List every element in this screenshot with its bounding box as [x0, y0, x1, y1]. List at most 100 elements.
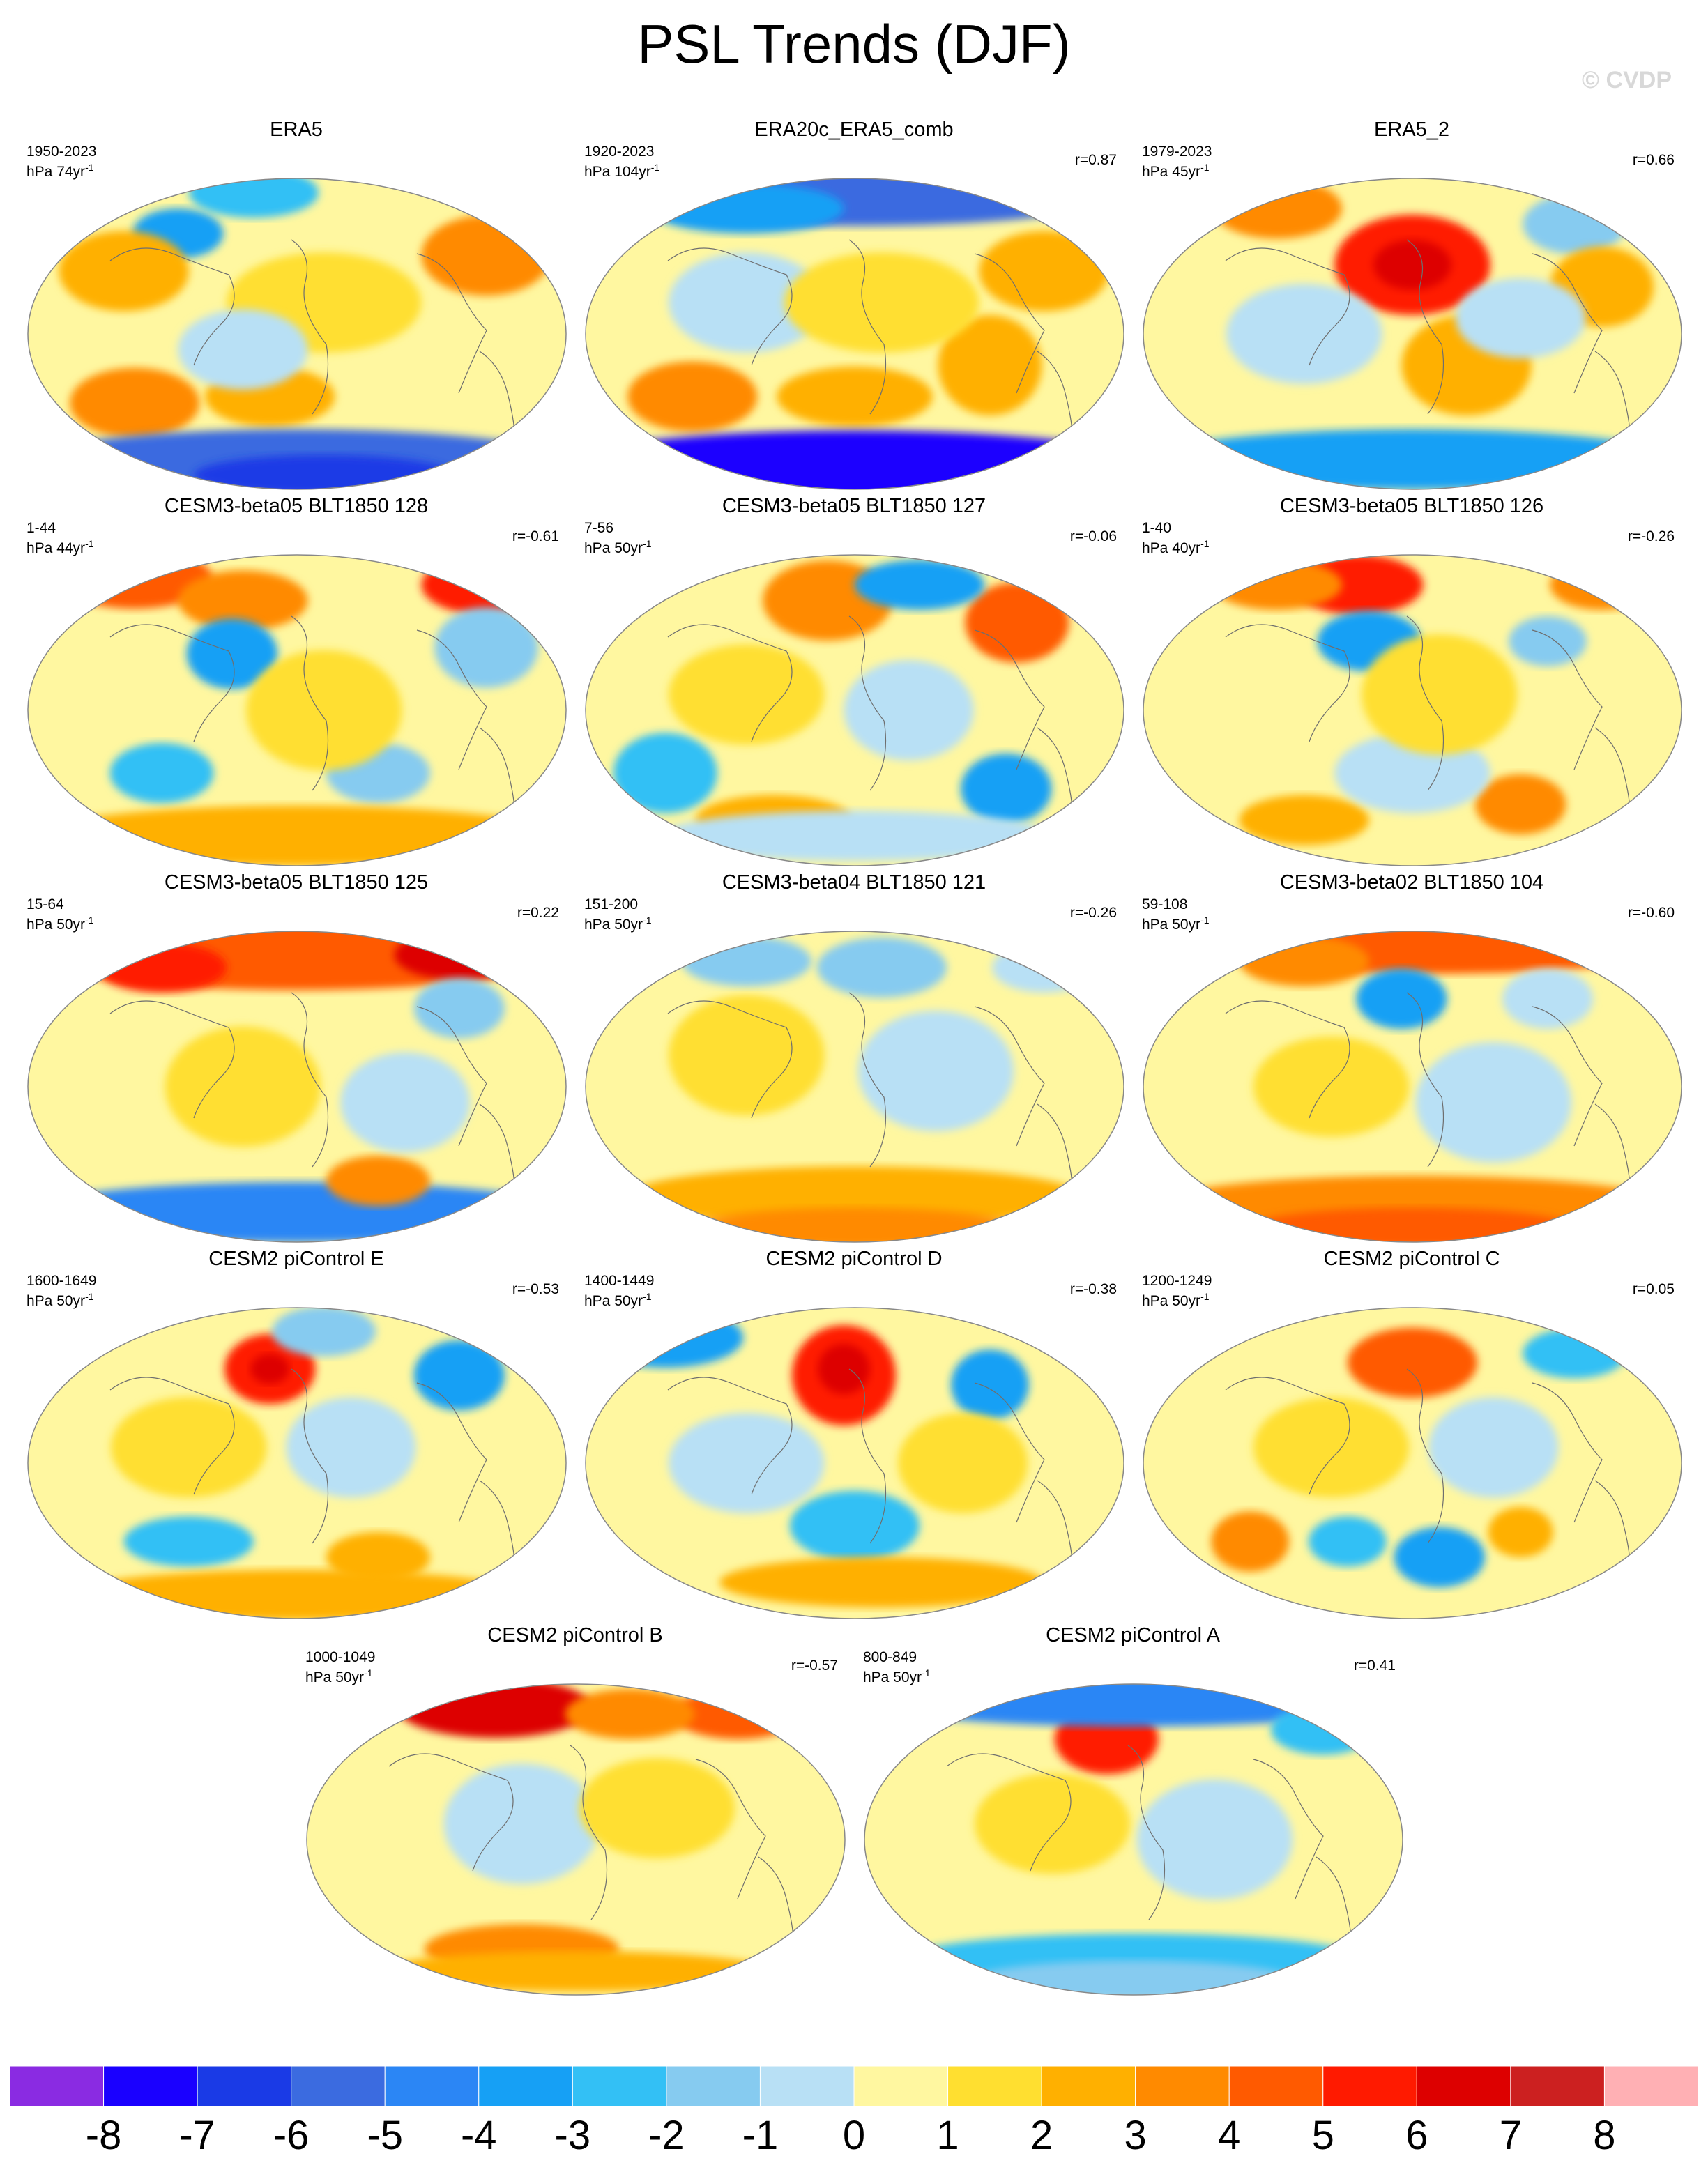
trend-anomaly-region: [421, 215, 551, 296]
map-outline: [585, 554, 1124, 866]
trend-anomaly-region: [874, 1684, 1394, 1727]
coastline: [667, 239, 1073, 436]
robinson-map: [1143, 178, 1682, 490]
panel-title: CESM3-beta04 BLT1850 121: [722, 871, 986, 894]
trend-anomaly-region: [1509, 616, 1587, 666]
map-panel: CESM3-beta05 BLT1850 128 1-44 hPa 44yr-1 r=…: [21, 495, 572, 871]
trend-anomaly-region: [613, 733, 717, 813]
colorbar-swatch: [853, 2066, 949, 2106]
trend-anomaly-region: [587, 1308, 744, 1368]
robinson-map: [585, 554, 1124, 866]
trend-anomaly-region: [96, 942, 227, 993]
trend-anomaly-region: [1253, 1397, 1410, 1498]
trend-anomaly-region: [326, 1532, 430, 1582]
trend-anomaly-region: [669, 252, 825, 353]
panel-units-text: hPa 50yr: [1142, 917, 1201, 933]
panel-correlation: r=-0.60: [1627, 905, 1675, 921]
map-panel: CESM2 piControl B 1000-1049 hPa 50yr-1 r=-0…: [300, 1624, 851, 2001]
trend-anomaly-region: [1488, 1507, 1553, 1557]
panel-years: 1000-1049: [305, 1649, 376, 1665]
panel-units: hPa 104yr-1: [584, 162, 660, 180]
trend-anomaly-region: [178, 570, 308, 631]
colorbar-swatch: [572, 2066, 667, 2106]
coastline: [388, 1745, 794, 1941]
map-panel: ERA5_2 1979-2023 hPa 45yr-1 r=0.66: [1136, 118, 1687, 495]
panel-title: CESM2 piControl E: [208, 1248, 384, 1270]
robinson-map: [27, 931, 567, 1243]
trend-anomaly-region: [681, 936, 811, 986]
trend-anomaly-region: [1456, 277, 1586, 359]
trend-anomaly-region: [669, 644, 825, 745]
trend-anomaly-region: [59, 231, 189, 312]
panel-units: hPa 74yr-1: [26, 162, 94, 180]
panel-years: 59-108: [1142, 896, 1188, 912]
trend-anomaly-region: [70, 1570, 524, 1619]
panel-units: hPa 45yr-1: [1142, 162, 1210, 180]
colorbar-swatch: [384, 2066, 480, 2106]
panel-correlation: r=0.66: [1632, 152, 1675, 168]
panel-units: hPa 40yr-1: [1142, 538, 1210, 556]
colorbar-tick-label: -6: [273, 2113, 310, 2158]
coastline: [667, 615, 1073, 812]
map-outline: [1143, 178, 1682, 490]
panel-years: 1950-2023: [26, 144, 97, 160]
colorbar-swatch: [947, 2066, 1042, 2106]
colorbar-tick-label: 2: [1030, 2113, 1053, 2158]
colorbar-swatch: [1135, 2066, 1230, 2106]
panel-units-text: hPa 44yr: [26, 540, 86, 556]
panel-correlation: r=-0.26: [1069, 905, 1117, 921]
panel-title: CESM3-beta05 BLT1850 128: [164, 495, 429, 517]
coastline: [109, 615, 515, 812]
trend-anomaly-region: [719, 1557, 1044, 1607]
colorbar-swatch: [291, 2066, 386, 2106]
colorbar-swatch: [759, 2066, 855, 2106]
coastline: [1225, 615, 1631, 812]
panel-units-text: hPa 50yr: [584, 1293, 643, 1309]
colorbar-swatch: [666, 2066, 761, 2106]
colorbar-swatch: [1416, 2066, 1511, 2106]
panel-correlation: r=-0.57: [791, 1658, 838, 1674]
colorbar-tick-label: 4: [1218, 2113, 1241, 2158]
trend-anomaly-region: [1523, 1328, 1627, 1379]
trend-anomaly-region: [992, 942, 1097, 993]
panel-title: CESM3-beta02 BLT1850 104: [1279, 871, 1544, 894]
trend-anomaly-region: [855, 560, 985, 610]
map-outline: [27, 1307, 567, 1619]
trend-anomaly-region: [1136, 1779, 1293, 1900]
trend-anomaly-region: [669, 995, 825, 1116]
colorbar-swatch: [103, 2066, 198, 2106]
trend-anomaly-region: [1347, 1327, 1478, 1398]
panel-units-text: hPa 50yr: [1142, 1293, 1201, 1309]
trend-anomaly-region: [1239, 936, 1369, 986]
panel-units: hPa 44yr-1: [26, 538, 94, 556]
trend-anomaly-region: [1226, 284, 1382, 384]
coastline: [667, 1368, 1073, 1565]
panel-units: hPa 50yr-1: [584, 538, 652, 556]
map-panel: CESM3-beta02 BLT1850 104 59-108 hPa 50yr-1…: [1136, 871, 1687, 1248]
panel-years: 1200-1249: [1142, 1273, 1212, 1289]
coastline: [1225, 992, 1631, 1188]
trend-anomaly-region: [595, 178, 1115, 227]
trend-anomaly-region: [669, 1413, 825, 1513]
trend-anomaly-region: [109, 742, 214, 804]
trend-anomaly-region: [1253, 1037, 1410, 1137]
panel-units-text: hPa 50yr: [26, 1293, 86, 1309]
map-panel: CESM2 piControl A 800-849 hPa 50yr-1 r=0.41: [857, 1624, 1408, 2001]
panel-correlation: r=-0.26: [1627, 528, 1675, 544]
trend-anomaly-region: [974, 1773, 1131, 1874]
trend-anomaly-region: [784, 252, 979, 353]
coastline: [109, 239, 515, 436]
trend-anomaly-region: [123, 1516, 254, 1567]
trend-anomaly-region: [1523, 194, 1627, 254]
robinson-map: [27, 1307, 567, 1619]
trend-anomaly-region: [1502, 968, 1594, 1030]
map-panel: ERA20c_ERA5_comb 1920-2023 hPa 104yr-1 r=0.…: [579, 118, 1129, 495]
trend-anomaly-region: [1211, 1511, 1290, 1572]
map-panel: CESM3-beta05 BLT1850 126 1-40 hPa 40yr-1 r=…: [1136, 495, 1687, 871]
trend-anomaly-region: [111, 1397, 267, 1498]
panel-years: 800-849: [863, 1649, 917, 1665]
trend-anomaly-region: [178, 309, 308, 390]
panel-correlation: r=0.22: [517, 905, 559, 921]
panel-years: 7-56: [584, 520, 614, 536]
panel-units-text: hPa 104yr: [584, 164, 651, 180]
